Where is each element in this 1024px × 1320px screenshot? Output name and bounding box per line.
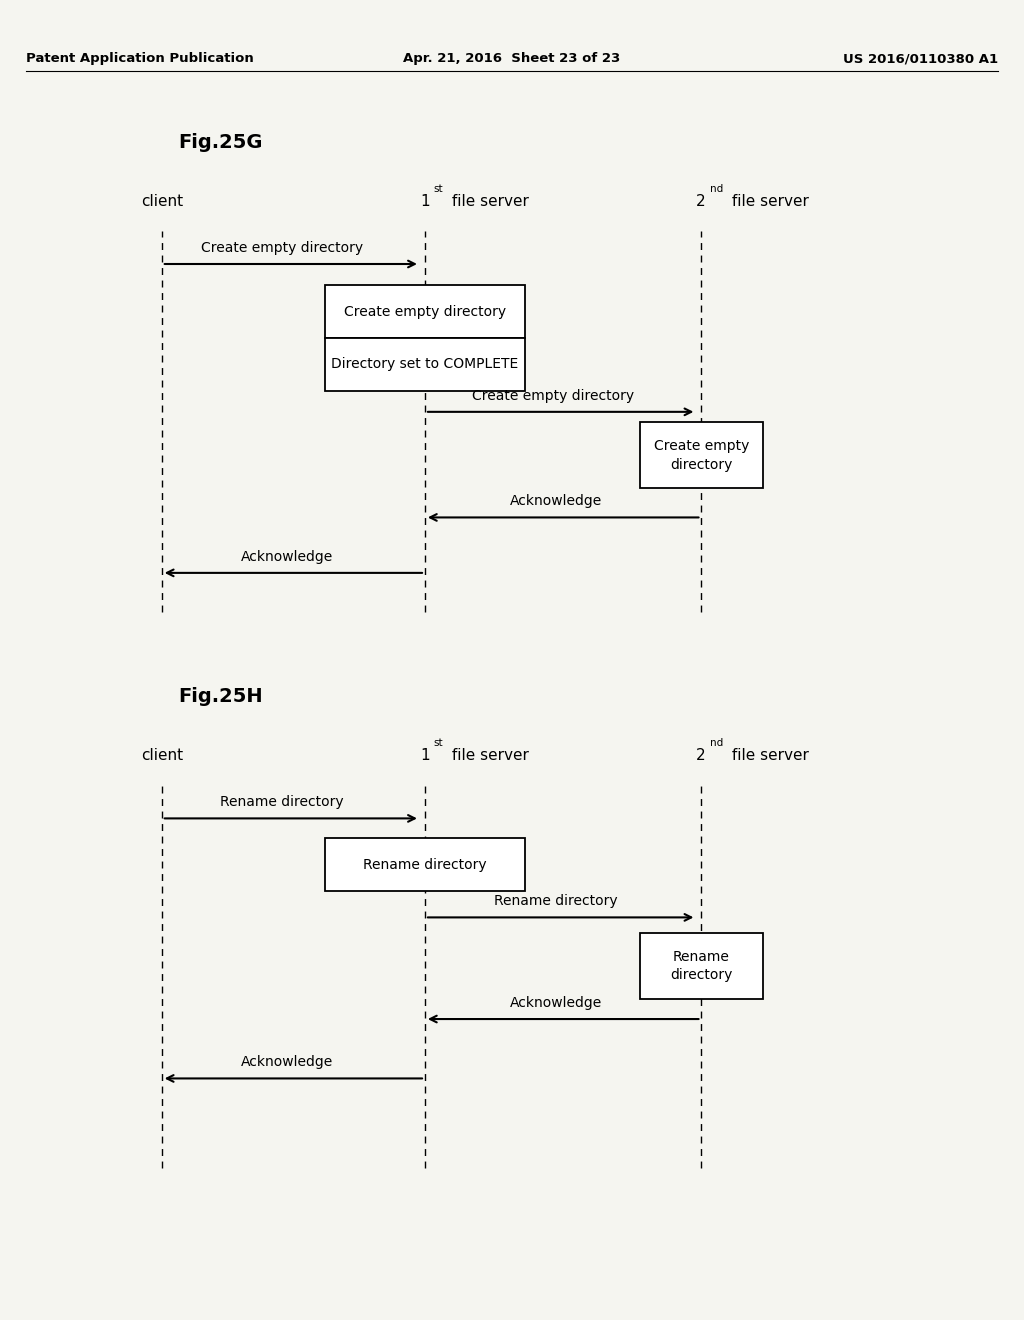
Text: nd: nd <box>710 738 723 748</box>
Text: Create empty directory: Create empty directory <box>344 305 506 318</box>
Bar <box>640 422 763 488</box>
Text: Create empty directory: Create empty directory <box>201 240 362 255</box>
Text: Create empty
directory: Create empty directory <box>653 440 750 471</box>
Text: 2: 2 <box>696 748 706 763</box>
Text: US 2016/0110380 A1: US 2016/0110380 A1 <box>844 53 998 65</box>
Bar <box>640 933 763 999</box>
Text: st: st <box>433 738 442 748</box>
Text: Acknowledge: Acknowledge <box>241 549 333 564</box>
Bar <box>326 838 524 891</box>
Text: Rename directory: Rename directory <box>495 894 617 908</box>
Text: Rename directory: Rename directory <box>220 795 343 809</box>
Text: Acknowledge: Acknowledge <box>510 494 602 508</box>
Text: Apr. 21, 2016  Sheet 23 of 23: Apr. 21, 2016 Sheet 23 of 23 <box>403 53 621 65</box>
Text: Directory set to COMPLETE: Directory set to COMPLETE <box>332 358 518 371</box>
Text: Rename
directory: Rename directory <box>671 950 732 982</box>
Text: Patent Application Publication: Patent Application Publication <box>26 53 253 65</box>
Text: Rename directory: Rename directory <box>364 858 486 871</box>
Text: nd: nd <box>710 183 723 194</box>
Text: file server: file server <box>447 748 529 763</box>
Text: Fig.25H: Fig.25H <box>178 688 262 706</box>
Text: 1: 1 <box>420 748 429 763</box>
Text: 1: 1 <box>420 194 429 209</box>
Text: Create empty directory: Create empty directory <box>472 388 634 403</box>
Text: Fig.25G: Fig.25G <box>178 133 262 152</box>
Text: Acknowledge: Acknowledge <box>510 995 602 1010</box>
Text: client: client <box>140 748 183 763</box>
Text: client: client <box>140 194 183 209</box>
Text: st: st <box>433 183 442 194</box>
Text: Acknowledge: Acknowledge <box>241 1055 333 1069</box>
Bar <box>326 285 524 338</box>
Text: file server: file server <box>727 748 809 763</box>
Bar <box>326 338 524 391</box>
Text: 2: 2 <box>696 194 706 209</box>
Text: file server: file server <box>727 194 809 209</box>
Text: file server: file server <box>447 194 529 209</box>
